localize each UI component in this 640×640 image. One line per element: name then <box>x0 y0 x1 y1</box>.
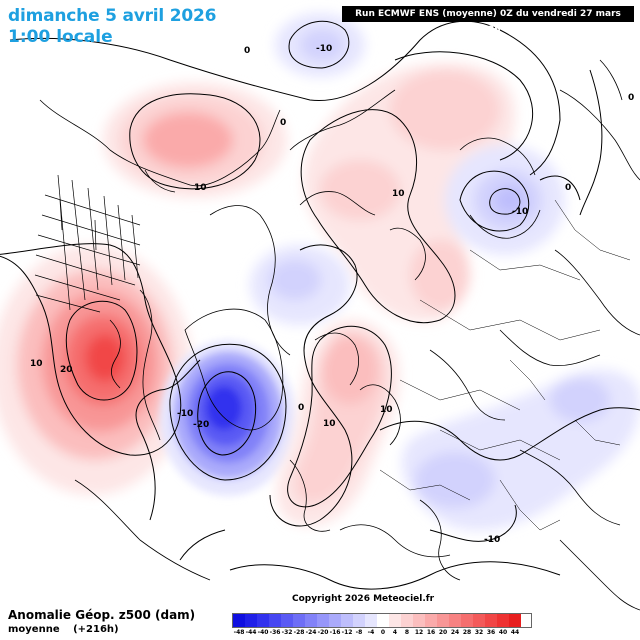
legend-swatch <box>281 614 293 627</box>
color-legend: -48 -44 -40 -36 -32 -28 -24 -20 -16 -12 -8 -4 0 4 8 12 1… <box>232 613 532 638</box>
legend-swatch <box>389 614 401 627</box>
anomaly-shading <box>0 13 640 531</box>
contour-label: 10 <box>392 189 405 199</box>
contour-label: 0 <box>628 93 634 103</box>
anomaly-high-alaska <box>103 82 287 198</box>
legend-tick-label: 44 <box>510 629 520 636</box>
contour-label: 0 <box>280 118 286 128</box>
legend-tick-label: -16 <box>329 629 341 636</box>
anomaly-low-east-asia <box>445 145 565 255</box>
legend-tick-label: -32 <box>281 629 293 636</box>
contour-label: 0 <box>244 46 250 56</box>
legend-swatch <box>353 614 365 627</box>
forecast-date-title: dimanche 5 avril 2026 <box>8 6 217 26</box>
product-title: Anomalie Géop. z500 (dam) <box>8 608 196 622</box>
legend-swatch <box>509 614 521 627</box>
anomaly-low-eurasia <box>401 369 640 531</box>
anomaly-low-arctic <box>250 245 350 325</box>
legend-tick-label: -48 <box>233 629 245 636</box>
legend-tick-label: -36 <box>269 629 281 636</box>
legend-tick-label: 4 <box>392 629 398 636</box>
product-caption: Anomalie Géop. z500 (dam) moyenne (+216h… <box>8 608 195 635</box>
coastlines <box>39 59 640 611</box>
contour-label: 0 <box>565 183 571 193</box>
contour-label: -10 <box>512 207 528 217</box>
contour-label: 0 <box>298 403 304 413</box>
legend-swatch <box>401 614 413 627</box>
legend-tick-label: 8 <box>404 629 410 636</box>
legend-tick-label: -28 <box>293 629 305 636</box>
legend-tick-label: -24 <box>305 629 317 636</box>
product-subtitle: moyenne (+216h) <box>8 624 195 635</box>
contour-label: 10 <box>194 183 207 193</box>
anomaly-high-north-america <box>0 245 192 495</box>
copyright-text: Copyright 2026 Meteociel.fr <box>292 594 435 604</box>
country-borders <box>379 199 631 531</box>
contour-label: 10 <box>323 419 336 429</box>
contour-label-layer: 0 -10 10 0 10 0 0 -10 10 20 -10 -20 0 10… <box>30 44 634 545</box>
legend-tick-label: -20 <box>317 629 329 636</box>
contour-label: -10 <box>177 409 193 419</box>
legend-swatch <box>329 614 341 627</box>
legend-swatch <box>245 614 257 627</box>
legend-swatch <box>293 614 305 627</box>
legend-swatch <box>461 614 473 627</box>
legend-swatch <box>425 614 437 627</box>
legend-tick-label: 16 <box>426 629 436 636</box>
contour-lines <box>0 20 640 590</box>
legend-swatch <box>317 614 329 627</box>
legend-swatch <box>305 614 317 627</box>
legend-swatch <box>437 614 449 627</box>
legend-swatch <box>485 614 497 627</box>
us-state-grid <box>34 174 141 313</box>
contour-label: 20 <box>60 365 73 375</box>
legend-tick-label: 24 <box>450 629 460 636</box>
contour-label: -20 <box>193 420 209 430</box>
legend-tick-label: -40 <box>257 629 269 636</box>
legend-tick-label: 12 <box>414 629 424 636</box>
legend-tick-label: 36 <box>486 629 496 636</box>
product-stat: moyenne <box>8 624 60 635</box>
legend-color-bar <box>232 613 532 628</box>
legend-swatch <box>365 614 377 627</box>
legend-swatch <box>257 614 269 627</box>
legend-swatch <box>377 614 389 627</box>
legend-tick-label: -44 <box>245 629 257 636</box>
contour-label: 10 <box>380 405 393 415</box>
legend-swatch <box>413 614 425 627</box>
legend-swatch <box>341 614 353 627</box>
legend-tick-label: 0 <box>380 629 386 636</box>
legend-tick-label: -4 <box>367 629 375 636</box>
legend-tick-label: 20 <box>438 629 448 636</box>
legend-tick-label: 32 <box>474 629 484 636</box>
lead-time: (+216h) <box>73 624 119 635</box>
contour-label: -10 <box>484 535 500 545</box>
legend-swatch <box>269 614 281 627</box>
legend-tick-label: -8 <box>355 629 363 636</box>
legend-tick-label: -12 <box>341 629 353 636</box>
run-info-banner: Run ECMWF ENS (moyenne) 0Z du vendredi 2… <box>342 6 634 35</box>
legend-swatch <box>233 614 245 627</box>
anomaly-low-top <box>275 13 365 77</box>
legend-tick-label: 40 <box>498 629 508 636</box>
forecast-time-title: 1:00 locale <box>8 27 113 47</box>
legend-swatch <box>497 614 509 627</box>
contour-label: 10 <box>30 359 43 369</box>
legend-swatch <box>449 614 461 627</box>
legend-tick-label: 28 <box>462 629 472 636</box>
anomaly-low-greenland <box>160 340 296 496</box>
legend-swatch <box>473 614 485 627</box>
legend-tick-labels: -48 -44 -40 -36 -32 -28 -24 -20 -16 -12 -8 -4 0 4 8 12 1… <box>232 628 532 638</box>
contour-label: -10 <box>316 44 332 54</box>
